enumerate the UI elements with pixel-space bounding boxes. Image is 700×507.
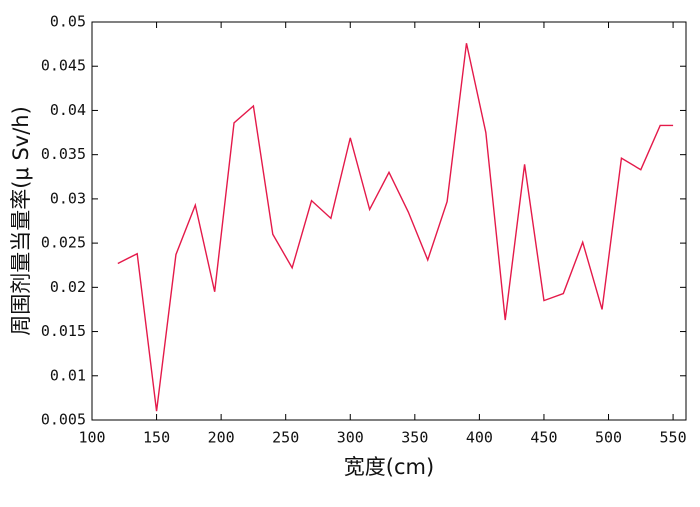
y-axis-label: 周围剂量当量率(μ Sv/h)	[9, 106, 33, 336]
y-tick-label: 0.005	[41, 411, 86, 429]
x-tick-label: 200	[208, 429, 235, 447]
y-tick-label: 0.045	[41, 57, 86, 75]
y-tick-label: 0.05	[50, 13, 86, 31]
y-tick-label: 0.025	[41, 234, 86, 252]
x-tick-label: 550	[660, 429, 687, 447]
y-tick-label: 0.015	[41, 322, 86, 340]
y-tick-label: 0.04	[50, 101, 86, 119]
y-tick-label: 0.01	[50, 366, 86, 384]
plot-frame	[91, 21, 687, 421]
x-axis-label: 宽度(cm)	[344, 455, 434, 479]
data-line	[117, 43, 674, 412]
y-tick-label: 0.02	[50, 278, 86, 296]
y-tick-label: 0.03	[50, 189, 86, 207]
x-tick-label: 450	[530, 429, 557, 447]
x-tick-label: 100	[78, 429, 105, 447]
x-tick-label: 150	[143, 429, 170, 447]
x-tick-label: 400	[466, 429, 493, 447]
x-tick-label: 300	[337, 429, 364, 447]
x-tick-label: 350	[401, 429, 428, 447]
x-tick-label: 500	[595, 429, 622, 447]
x-tick-label: 250	[272, 429, 299, 447]
y-tick-label: 0.035	[41, 145, 86, 163]
